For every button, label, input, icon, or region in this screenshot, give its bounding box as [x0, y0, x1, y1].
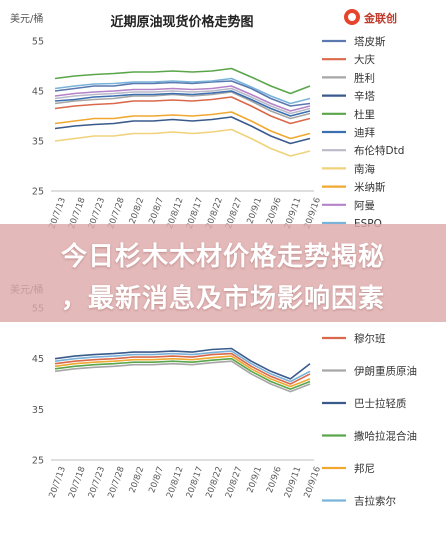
y-tick-label: 35 — [32, 137, 44, 148]
y-tick-label: 25 — [32, 187, 44, 198]
series-line-1-5 — [54, 350, 311, 383]
x-tick-label: 20/7/13 — [47, 465, 68, 499]
series-line-0-7 — [54, 128, 311, 157]
x-tick-label: 20/9/6 — [265, 465, 284, 494]
legend-label: 塔皮斯 — [354, 35, 386, 48]
series-line-0-6 — [54, 87, 311, 115]
legend-label: 伊朗重质原油 — [354, 365, 417, 378]
x-tick-label: 20/8/17 — [185, 465, 206, 499]
legend-label: 杜里 — [354, 108, 375, 121]
series-line-1-3 — [54, 357, 311, 390]
legend-label: 南海 — [354, 162, 375, 175]
legend-label: 迪拜 — [354, 127, 375, 139]
series-line-0-8 — [54, 111, 311, 140]
x-tick-label: 20/9/6 — [265, 196, 284, 225]
x-tick-label: 20/7/23 — [87, 465, 108, 499]
y-tick-label: 55 — [32, 37, 44, 48]
legend-label: 布伦特Dtd — [354, 144, 404, 157]
x-tick-label: 20/9/1 — [245, 196, 264, 225]
headline-line-1: 今日杉木木材价格走势揭秘 — [60, 242, 385, 272]
series-line-0-0 — [54, 80, 311, 107]
series-line-1-0 — [54, 352, 311, 385]
legend-label: 米纳斯 — [354, 181, 386, 194]
series-line-0-9 — [54, 85, 311, 112]
x-tick-label: 20/8/2 — [128, 465, 147, 494]
legend-label: 撒哈拉混合油 — [354, 430, 417, 443]
series-line-0-2 — [54, 91, 311, 120]
x-tick-label: 20/8/7 — [147, 465, 166, 494]
x-tick-label: 20/9/11 — [283, 465, 304, 499]
legend-label: 穆尔班 — [354, 332, 386, 345]
x-tick-label: 20/9/16 — [302, 465, 323, 499]
series-line-1-1 — [54, 360, 311, 393]
legend-label: 邦尼 — [354, 462, 375, 475]
headline-banner: 今日杉木木材价格走势揭秘 ，最新消息及市场影响因素 — [0, 224, 446, 322]
legend-label: 胜利 — [354, 72, 375, 84]
legend-label: 吉拉索尔 — [354, 495, 396, 508]
series-line-0-10 — [54, 77, 311, 105]
y-tick-label: 45 — [32, 354, 44, 365]
brand-logo: 金联创 — [344, 7, 444, 27]
y-tick-label: 25 — [32, 456, 44, 467]
x-tick-label: 20/8/22 — [204, 465, 225, 499]
x-tick-label: 20/8/12 — [165, 465, 186, 499]
logo-icon — [344, 9, 360, 25]
legend-label: 大庆 — [354, 53, 375, 66]
legend-label: 辛塔 — [354, 90, 375, 103]
x-tick-label: 20/7/18 — [67, 465, 88, 499]
x-tick-label: 20/8/27 — [224, 465, 245, 499]
x-tick-label: 20/8/7 — [147, 196, 166, 225]
logo-text: 金联创 — [364, 12, 397, 25]
x-tick-label: 20/8/2 — [128, 196, 147, 225]
y-axis-label: 美元/桶 — [10, 12, 43, 25]
series-line-0-4 — [54, 67, 311, 95]
x-tick-label: 20/7/28 — [106, 465, 127, 499]
x-tick-label: 20/9/1 — [245, 465, 264, 494]
series-line-0-3 — [54, 116, 311, 145]
series-line-1-2 — [54, 347, 311, 380]
series-line-0-5 — [54, 90, 311, 117]
headline-line-2: ，最新消息及市场影响因素 — [60, 284, 385, 314]
y-tick-label: 45 — [32, 87, 44, 98]
series-line-1-4 — [54, 355, 311, 388]
legend-label: 阿曼 — [354, 200, 375, 212]
series-line-0-1 — [54, 96, 311, 125]
legend-label: 巴士拉轻质 — [354, 397, 407, 410]
chart-title: 近期原油现货价格走势图 — [110, 14, 253, 30]
y-tick-label: 35 — [32, 405, 44, 416]
